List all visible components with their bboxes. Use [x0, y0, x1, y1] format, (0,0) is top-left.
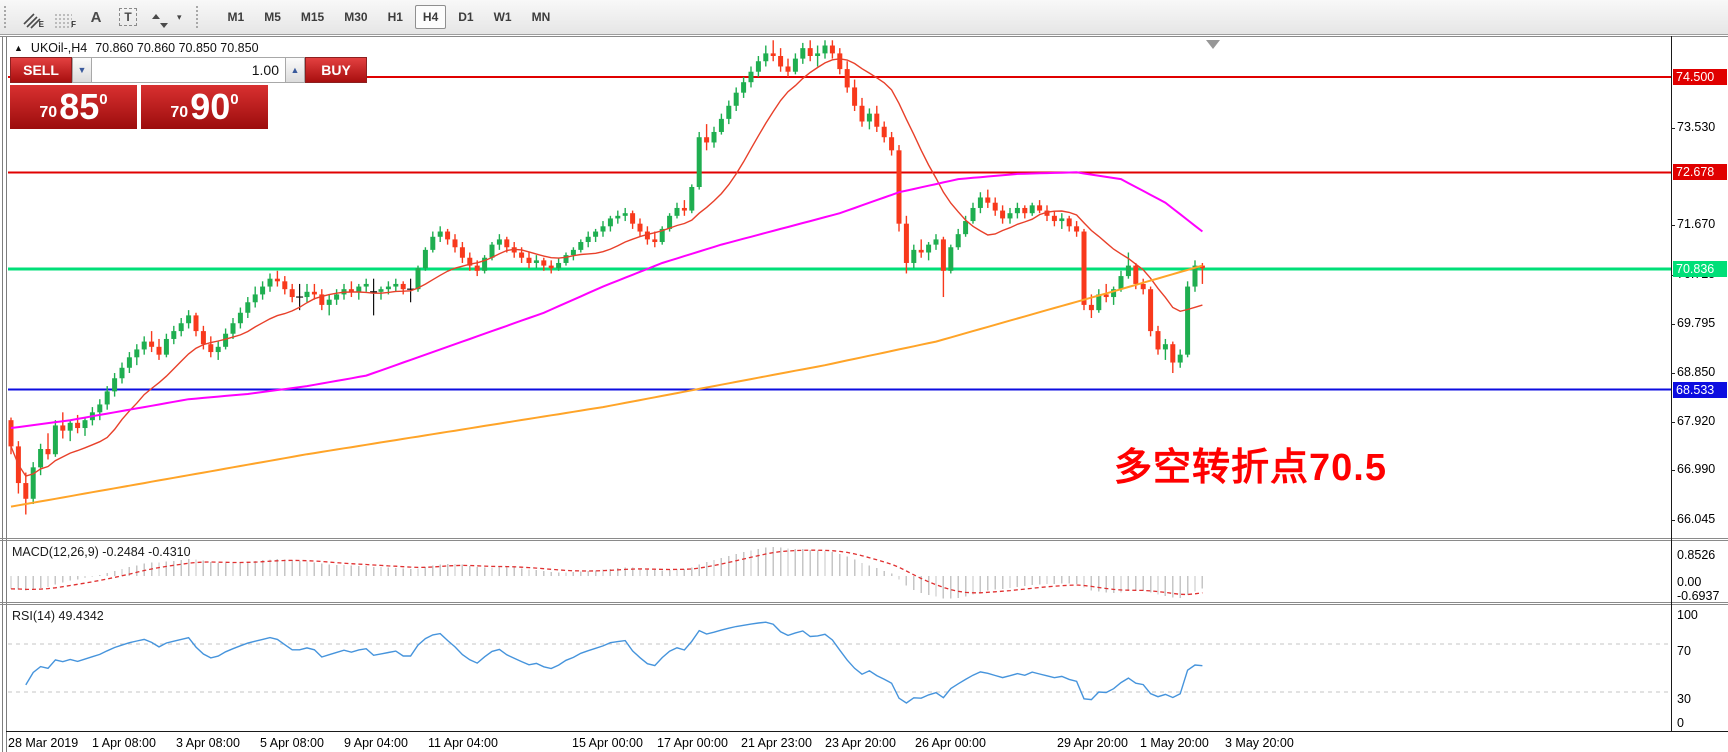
price-tick-mark: [1671, 128, 1675, 129]
buy-price-point: 0: [230, 90, 239, 108]
timeframe-button-H4[interactable]: H4: [414, 5, 447, 29]
time-axis-label: 29 Apr 20:00: [1057, 736, 1128, 750]
symbol-ohlc-readout: ▲ UKOil-,H4 70.860 70.860 70.850 70.850: [14, 41, 259, 55]
price-tick-label: 71.670: [1677, 217, 1716, 231]
rsi-label: RSI(14) 49.4342: [12, 609, 104, 623]
toolbar-separator: [195, 6, 200, 28]
price-level-badge: 74.500: [1673, 69, 1727, 85]
price-level-badge: 72.678: [1673, 164, 1727, 180]
trade-controls-row: SELL ▼ ▲ BUY: [10, 57, 367, 83]
time-axis-label: 1 May 20:00: [1140, 736, 1209, 750]
text-label-icon[interactable]: A: [90, 8, 102, 26]
dropdown-caret-icon[interactable]: ▾: [177, 11, 182, 22]
timeframe-button-H1[interactable]: H1: [387, 10, 403, 24]
time-axis-label: 28 Mar 2019: [8, 736, 79, 750]
rsi-scale-label: 0: [1677, 716, 1684, 730]
main-macd-splitter-b[interactable]: [0, 540, 1728, 541]
chart-shift-marker[interactable]: [1206, 40, 1220, 49]
price-tick-label: 68.850: [1677, 365, 1716, 379]
price-tick-label: 66.990: [1677, 462, 1716, 476]
time-axis-label: 11 Apr 04:00: [428, 736, 498, 750]
toolbar: E F A T ▾ M1 M5 M15 M30 H1 H4 D1 W1 MN: [0, 0, 1728, 35]
toolbar-drag-handle: [4, 6, 8, 28]
price-tick-label: 66.045: [1677, 512, 1716, 526]
sell-price-pips: 85: [59, 86, 100, 127]
time-axis-label: 3 Apr 08:00: [176, 736, 240, 750]
price-tick-mark: [1671, 470, 1675, 471]
time-axis-label: 15 Apr 00:00: [572, 736, 643, 750]
time-axis-label: 1 Apr 08:00: [92, 736, 156, 750]
window-top-border: [0, 36, 1728, 37]
buy-price-handle: 70: [170, 104, 189, 121]
time-axis-label: 3 May 20:00: [1225, 736, 1294, 750]
buy-price-pips: 90: [190, 86, 231, 127]
macd-scale-label: 0.8526: [1677, 548, 1716, 562]
time-axis-label: 26 Apr 00:00: [915, 736, 986, 750]
one-click-trade-panel: SELL ▼ ▲ BUY 70 85 0 70 90 0: [10, 57, 367, 129]
window-inner-border: [6, 36, 7, 752]
volume-up-button[interactable]: ▲: [285, 57, 305, 83]
line-studies-subscript: E: [38, 20, 44, 29]
line-studies-icon[interactable]: E: [19, 5, 45, 29]
symbol-label: UKOil-,H4: [30, 41, 88, 55]
arrange-arrows-icon[interactable]: [147, 5, 173, 29]
ohlc-values: 70.860 70.860 70.850 70.850: [95, 41, 259, 55]
timeframe-button-M15[interactable]: M15: [300, 10, 325, 24]
macd-label: MACD(12,26,9) -0.2484 -0.4310: [12, 545, 191, 559]
macd-rsi-splitter-b[interactable]: [0, 604, 1728, 605]
price-tick-label: 69.795: [1677, 316, 1716, 330]
price-tick-mark: [1671, 225, 1675, 226]
volume-input[interactable]: [92, 57, 285, 83]
window-left-border: [2, 36, 3, 752]
time-axis-label: 5 Apr 08:00: [260, 736, 324, 750]
chart-text-annotation[interactable]: 多空转折点70.5: [1114, 447, 1387, 489]
text-box-icon[interactable]: T: [115, 5, 141, 29]
price-tick-label: 73.530: [1677, 120, 1716, 134]
timeframe-button-D1[interactable]: D1: [458, 10, 474, 24]
time-axis-label: 21 Apr 23:00: [741, 736, 812, 750]
volume-down-button[interactable]: ▼: [72, 57, 92, 83]
timeframe-group: M1 M5 M15 M30 H1 H4 D1 W1 MN: [218, 5, 561, 29]
buy-price-button[interactable]: 70 90 0: [141, 85, 268, 129]
timeframe-button-MN[interactable]: MN: [531, 10, 551, 24]
time-axis-label: 17 Apr 00:00: [657, 736, 728, 750]
timeframe-button-M30[interactable]: M30: [344, 10, 368, 24]
grid-icon[interactable]: F: [51, 5, 77, 29]
grid-subscript: F: [71, 20, 76, 29]
time-axis-border: [6, 731, 1728, 732]
buy-button[interactable]: BUY: [305, 57, 367, 83]
price-tick-mark: [1671, 422, 1675, 423]
price-tick-mark: [1671, 373, 1675, 374]
macd-scale-label: 0.00: [1677, 575, 1702, 589]
price-level-badge: 68.533: [1673, 382, 1727, 398]
sell-price-handle: 70: [39, 104, 58, 121]
collapse-triangle-icon[interactable]: ▲: [14, 43, 23, 53]
timeframe-button-M1[interactable]: M1: [227, 10, 245, 24]
rsi-scale-label: 100: [1677, 608, 1698, 622]
price-tick-label: 67.920: [1677, 414, 1716, 428]
trade-prices-row: 70 85 0 70 90 0: [10, 85, 268, 129]
rsi-scale-label: 70: [1677, 644, 1691, 658]
timeframe-button-W1[interactable]: W1: [493, 10, 512, 24]
time-axis-label: 9 Apr 04:00: [344, 736, 408, 750]
price-level-badge: 70.836: [1673, 261, 1727, 277]
sell-price-point: 0: [99, 90, 108, 108]
time-axis-label: 23 Apr 20:00: [825, 736, 896, 750]
macd-rsi-splitter-a[interactable]: [0, 602, 1728, 603]
sell-price-button[interactable]: 70 85 0: [10, 85, 137, 129]
main-macd-splitter-a[interactable]: [0, 538, 1728, 539]
price-tick-mark: [1671, 324, 1675, 325]
price-tick-mark: [1671, 520, 1675, 521]
macd-scale-label: -0.6937: [1677, 589, 1720, 603]
price-scale-border: [1671, 36, 1672, 731]
rsi-scale-label: 30: [1677, 692, 1691, 706]
sell-button[interactable]: SELL: [10, 57, 72, 83]
timeframe-button-M5[interactable]: M5: [264, 10, 281, 24]
